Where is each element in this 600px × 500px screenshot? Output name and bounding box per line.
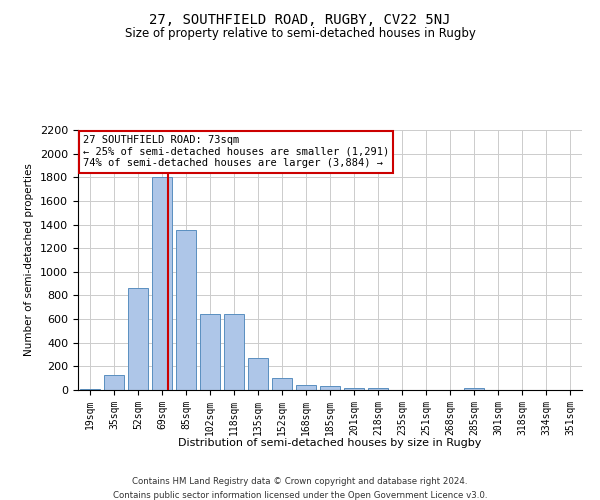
- Bar: [152, 178, 172, 390]
- Bar: [368, 388, 388, 390]
- Bar: [464, 388, 484, 390]
- Bar: [272, 378, 292, 390]
- Bar: [80, 389, 100, 390]
- Text: 27, SOUTHFIELD ROAD, RUGBY, CV22 5NJ: 27, SOUTHFIELD ROAD, RUGBY, CV22 5NJ: [149, 12, 451, 26]
- Text: Distribution of semi-detached houses by size in Rugby: Distribution of semi-detached houses by …: [178, 438, 482, 448]
- Bar: [296, 384, 316, 390]
- Text: Contains public sector information licensed under the Open Government Licence v3: Contains public sector information licen…: [113, 491, 487, 500]
- Text: Size of property relative to semi-detached houses in Rugby: Size of property relative to semi-detach…: [125, 28, 475, 40]
- Bar: [200, 314, 220, 390]
- Bar: [128, 288, 148, 390]
- Bar: [344, 388, 364, 390]
- Bar: [224, 314, 244, 390]
- Text: 27 SOUTHFIELD ROAD: 73sqm
← 25% of semi-detached houses are smaller (1,291)
74% : 27 SOUTHFIELD ROAD: 73sqm ← 25% of semi-…: [83, 135, 389, 168]
- Text: Contains HM Land Registry data © Crown copyright and database right 2024.: Contains HM Land Registry data © Crown c…: [132, 478, 468, 486]
- Bar: [104, 374, 124, 390]
- Y-axis label: Number of semi-detached properties: Number of semi-detached properties: [25, 164, 34, 356]
- Bar: [320, 386, 340, 390]
- Bar: [176, 230, 196, 390]
- Bar: [248, 358, 268, 390]
